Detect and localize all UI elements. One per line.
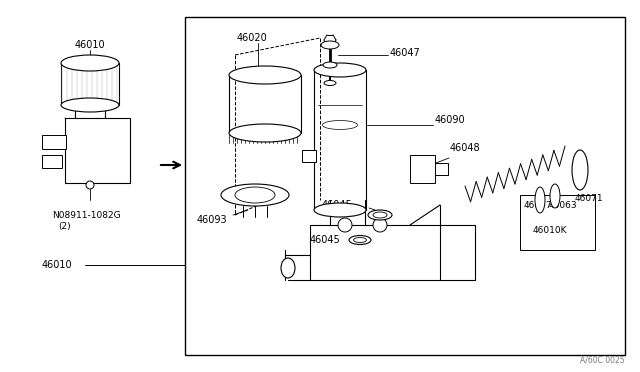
Ellipse shape — [321, 41, 339, 49]
Text: 46093: 46093 — [197, 215, 228, 225]
Text: A/60C 0025: A/60C 0025 — [580, 356, 625, 365]
Ellipse shape — [550, 184, 560, 208]
Bar — [65, 118, 130, 183]
Text: 46010: 46010 — [75, 40, 106, 50]
Text: 46010K: 46010K — [533, 225, 568, 234]
Polygon shape — [410, 155, 435, 183]
Text: 46063: 46063 — [549, 201, 578, 209]
Polygon shape — [435, 163, 448, 175]
Ellipse shape — [368, 210, 392, 220]
Ellipse shape — [229, 66, 301, 84]
Text: 46045: 46045 — [321, 200, 352, 210]
Circle shape — [373, 218, 387, 232]
Ellipse shape — [572, 150, 588, 190]
Ellipse shape — [314, 63, 366, 77]
Text: (2): (2) — [58, 221, 70, 231]
Text: 46047: 46047 — [390, 48, 420, 58]
Ellipse shape — [323, 62, 337, 68]
Circle shape — [338, 218, 352, 232]
Ellipse shape — [221, 184, 289, 206]
Text: 46077: 46077 — [524, 201, 552, 209]
Ellipse shape — [235, 187, 275, 203]
Ellipse shape — [349, 235, 371, 244]
Bar — [185, 17, 625, 355]
Ellipse shape — [314, 203, 366, 217]
Bar — [302, 150, 316, 162]
Text: 46071: 46071 — [575, 193, 604, 202]
Text: 46020: 46020 — [237, 33, 268, 43]
Bar — [42, 135, 66, 149]
Ellipse shape — [373, 212, 387, 218]
Ellipse shape — [353, 237, 367, 243]
Ellipse shape — [229, 124, 301, 142]
Ellipse shape — [61, 98, 119, 112]
Text: 46045: 46045 — [309, 235, 340, 245]
Text: N08911-1082G: N08911-1082G — [52, 211, 120, 219]
Text: 46090: 46090 — [435, 115, 466, 125]
Bar — [520, 195, 595, 250]
Text: 46048: 46048 — [450, 143, 481, 153]
Ellipse shape — [281, 258, 295, 278]
Circle shape — [86, 181, 94, 189]
Ellipse shape — [324, 80, 336, 86]
Ellipse shape — [535, 187, 545, 213]
Text: 46010: 46010 — [42, 260, 72, 270]
Ellipse shape — [323, 121, 358, 129]
Ellipse shape — [61, 55, 119, 71]
Bar — [42, 155, 62, 168]
